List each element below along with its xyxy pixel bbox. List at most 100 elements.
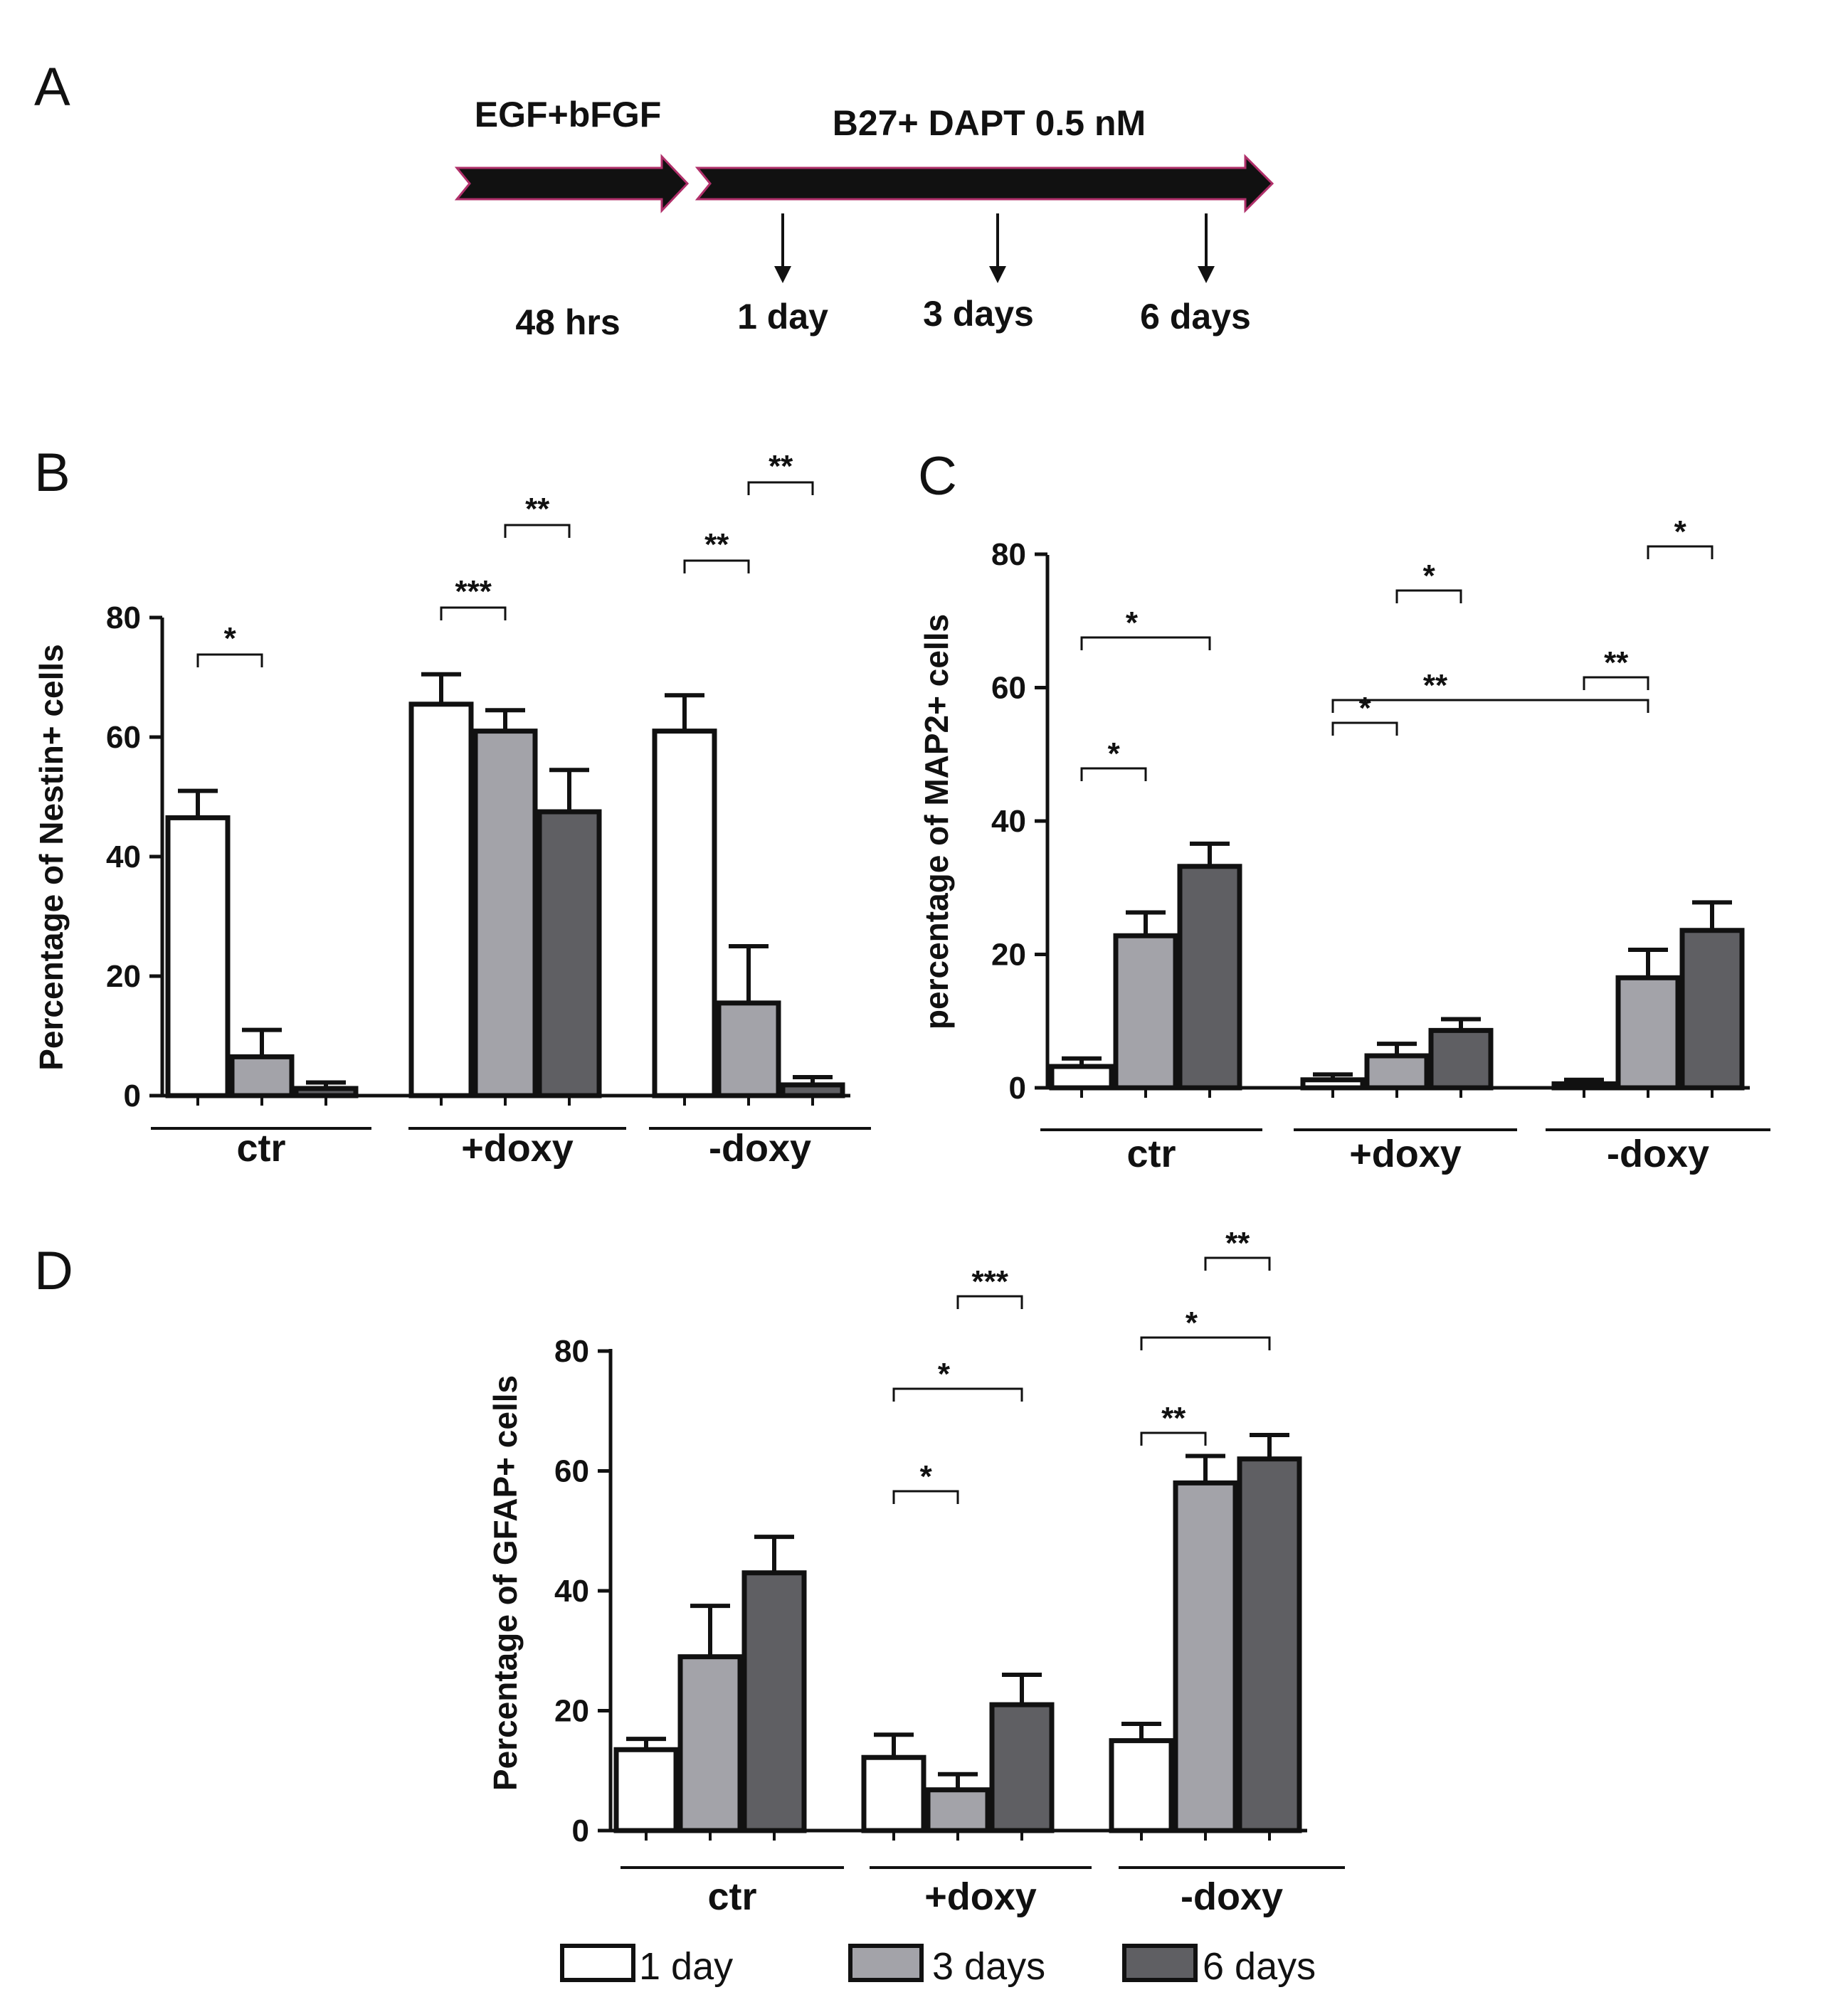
significance-label: * bbox=[1359, 691, 1372, 726]
bar-doxy-3-days bbox=[716, 1000, 781, 1098]
stage1-duration: 48 hrs bbox=[515, 302, 620, 342]
y-tick-label: 0 bbox=[1009, 1071, 1026, 1106]
significance-bracket bbox=[892, 1387, 1023, 1402]
y-tick-label: 80 bbox=[554, 1334, 589, 1369]
bar-doxy-1-day bbox=[408, 701, 474, 1098]
bar-doxy-6-days bbox=[989, 1702, 1055, 1833]
bar-ctr-1-day bbox=[165, 815, 231, 1098]
bar-doxy-3-days bbox=[1615, 975, 1681, 1091]
bar-doxy-1-day bbox=[1551, 1081, 1617, 1091]
bar-doxy-1-day bbox=[652, 729, 717, 1098]
group-label: ctr bbox=[707, 1875, 756, 1918]
significance-label: * bbox=[1186, 1306, 1198, 1340]
significance-bracket bbox=[1647, 545, 1714, 559]
legend-swatch-1-day bbox=[560, 1944, 635, 1982]
dapt-arrow bbox=[695, 154, 1274, 213]
legend-swatch-6-days bbox=[1122, 1944, 1198, 1982]
y-tick-label: 20 bbox=[106, 959, 141, 994]
bar-doxy-3-days bbox=[1173, 1480, 1238, 1833]
legend-label-3-days: 3 days bbox=[932, 1945, 1045, 1988]
bar-doxy-1-day bbox=[1109, 1738, 1174, 1833]
significance-label: ** bbox=[1225, 1226, 1250, 1261]
panel-c-letter: C bbox=[918, 446, 957, 507]
stage1-label: EGF+bFGF bbox=[475, 95, 662, 134]
bar-doxy-6-days bbox=[1237, 1456, 1302, 1833]
significance-label: * bbox=[1674, 514, 1687, 549]
significance-label: ** bbox=[1423, 668, 1448, 703]
legend-label-1-day: 1 day bbox=[639, 1945, 733, 1988]
significance-bracket bbox=[1080, 767, 1147, 781]
group-label: -doxy bbox=[709, 1127, 811, 1170]
legend: 1 day 3 days 6 days bbox=[560, 1944, 1316, 1988]
bar-doxy-3-days bbox=[1364, 1053, 1430, 1091]
timepoint-label-3: 6 days bbox=[1140, 297, 1251, 337]
y-tick-label: 40 bbox=[991, 804, 1026, 839]
bar-ctr-6-days bbox=[741, 1570, 807, 1833]
bar-ctr-3-days bbox=[677, 1654, 743, 1833]
y-tick-label: 40 bbox=[106, 840, 141, 874]
significance-label: ** bbox=[704, 527, 729, 562]
group-label: -doxy bbox=[1607, 1133, 1709, 1175]
significance-bracket bbox=[1080, 636, 1211, 650]
timepoint-arrow-2 bbox=[989, 213, 1006, 283]
y-tick-label: 20 bbox=[991, 938, 1026, 973]
significance-bracket bbox=[1331, 699, 1649, 713]
bar-doxy-6-days bbox=[537, 809, 602, 1098]
y-tick-label: 80 bbox=[991, 537, 1026, 572]
bar-doxy-1-day bbox=[861, 1754, 926, 1833]
bar-ctr-6-days bbox=[1177, 864, 1242, 1091]
panel-a-timeline: A EGF+bFGF B27+ DAPT 0.5 nM 48 hrs 1 day… bbox=[34, 57, 1274, 342]
significance-bracket bbox=[1331, 721, 1398, 736]
legend-swatch-3-days bbox=[848, 1944, 924, 1982]
timepoint-label-1: 1 day bbox=[737, 297, 828, 337]
significance-bracket bbox=[1583, 676, 1649, 690]
bar-doxy-6-days bbox=[1679, 928, 1745, 1091]
significance-label: ** bbox=[1161, 1401, 1186, 1436]
y-tick-label: 20 bbox=[554, 1694, 589, 1729]
bar-doxy-1-day bbox=[1300, 1077, 1366, 1091]
y-tick-label: 40 bbox=[554, 1574, 589, 1609]
y-tick-label: 60 bbox=[991, 671, 1026, 706]
panel-c-chart: C 0 20 40 60 80 percentage of MAP2+ cells ctr +d… bbox=[918, 446, 1770, 1175]
significance-label: * bbox=[1108, 736, 1121, 771]
timepoint-arrow-1 bbox=[774, 213, 791, 283]
stage2-label: B27+ DAPT 0.5 nM bbox=[833, 103, 1146, 143]
y-axis-label: Percentage of GFAP+ cells bbox=[487, 1375, 524, 1791]
group-label: +doxy bbox=[1349, 1133, 1462, 1175]
bar-ctr-1-day bbox=[613, 1747, 679, 1833]
significance-bracket bbox=[196, 653, 263, 667]
significance-bracket bbox=[440, 606, 507, 620]
bar-ctr-3-days bbox=[1113, 933, 1178, 1091]
legend-label-6-days: 6 days bbox=[1203, 1945, 1316, 1988]
significance-bracket bbox=[1395, 589, 1462, 603]
significance-bracket bbox=[1204, 1256, 1271, 1271]
significance-label: ** bbox=[769, 449, 793, 484]
significance-bracket bbox=[747, 481, 814, 495]
significance-label: * bbox=[1126, 605, 1139, 640]
bar-doxy-3-days bbox=[472, 729, 538, 1098]
significance-label: * bbox=[1423, 558, 1436, 593]
significance-label: * bbox=[920, 1459, 933, 1494]
y-tick-label: 0 bbox=[124, 1079, 141, 1113]
significance-bracket bbox=[956, 1295, 1023, 1309]
y-axis-label: Percentage of Nestin+ cells bbox=[33, 644, 70, 1071]
y-tick-label: 80 bbox=[106, 600, 141, 635]
panel-b-chart: B 0 20 40 60 80 Percentage of Nestin+ cells ctr… bbox=[33, 443, 871, 1170]
significance-bracket bbox=[892, 1490, 959, 1504]
group-label: +doxy bbox=[461, 1127, 574, 1170]
bar-doxy-6-days bbox=[1428, 1027, 1494, 1091]
significance-label: * bbox=[938, 1357, 951, 1392]
group-label: ctr bbox=[1126, 1133, 1176, 1175]
significance-bracket bbox=[683, 559, 750, 573]
bar-ctr-6-days bbox=[293, 1086, 359, 1098]
group-label: ctr bbox=[236, 1127, 285, 1170]
significance-label: ** bbox=[525, 492, 550, 526]
significance-label: * bbox=[224, 621, 237, 656]
significance-label: *** bbox=[455, 574, 492, 609]
significance-label: *** bbox=[972, 1264, 1009, 1299]
panel-d-letter: D bbox=[34, 1241, 73, 1301]
significance-label: ** bbox=[1604, 645, 1629, 680]
y-tick-label: 60 bbox=[106, 720, 141, 755]
y-tick-label: 0 bbox=[572, 1814, 589, 1848]
